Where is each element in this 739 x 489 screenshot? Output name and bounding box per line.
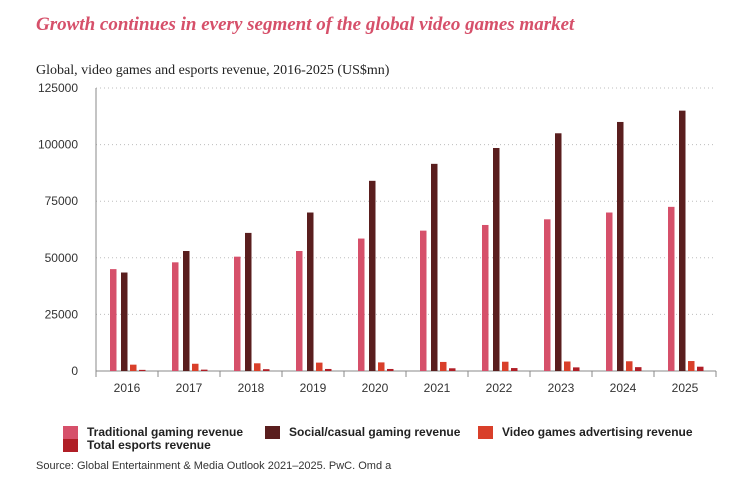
bar-traditional	[482, 224, 489, 371]
bar-social	[121, 272, 128, 371]
y-tick-label: 75000	[45, 194, 79, 208]
bar-traditional	[172, 262, 179, 371]
source-note: Source: Global Entertainment & Media Out…	[36, 460, 392, 472]
x-tick-label: 2024	[610, 381, 637, 395]
bar-esports	[511, 368, 518, 371]
bar-traditional	[234, 256, 241, 371]
chart-subtitle: Global, video games and esports revenue,…	[36, 63, 390, 78]
bar-traditional	[544, 219, 551, 371]
legend-label-esports: Total esports revenue	[87, 438, 211, 452]
bar-traditional	[606, 212, 613, 371]
legend-swatch-traditional	[63, 425, 78, 439]
bar-advertising	[378, 362, 385, 371]
bar-advertising	[502, 361, 509, 371]
y-tick-label: 125000	[38, 81, 78, 95]
bar-advertising	[316, 362, 323, 371]
bar-social	[617, 121, 624, 372]
y-tick-label: 0	[71, 364, 78, 378]
bar-esports	[263, 369, 270, 371]
bar-traditional	[358, 238, 365, 371]
bar-advertising	[440, 361, 447, 371]
legend-item-esports: Total esports revenue	[63, 438, 211, 452]
bar-advertising	[626, 361, 633, 371]
legend-swatch-advertising	[478, 425, 493, 439]
x-tick-label: 2020	[362, 381, 389, 395]
bar-traditional	[420, 230, 427, 371]
bar-esports	[325, 368, 332, 371]
bar-chart: 0 25000 50000 75000 100000 125000 2016 2017 2018…	[38, 81, 717, 395]
bar-social	[245, 232, 252, 371]
bar-traditional	[110, 269, 117, 371]
legend-label-advertising: Video games advertising revenue	[502, 425, 693, 439]
bar-advertising	[688, 361, 695, 371]
bar-social	[555, 133, 562, 371]
legend-swatch-esports	[63, 438, 78, 452]
bar-esports	[449, 368, 456, 371]
bar-social	[493, 147, 500, 371]
bar-traditional	[668, 206, 675, 371]
bar-esports	[573, 367, 580, 371]
bar-social	[431, 163, 438, 371]
legend-label-social: Social/casual gaming revenue	[289, 425, 461, 439]
bar-advertising	[254, 363, 261, 371]
y-tick-label: 100000	[38, 138, 78, 152]
bar-esports	[139, 369, 146, 371]
x-tick-label: 2022	[486, 381, 513, 395]
bar-social	[183, 251, 190, 371]
x-tick-label: 2018	[238, 381, 265, 395]
bar-advertising	[192, 363, 199, 371]
bar-esports	[635, 367, 642, 371]
y-tick-label: 50000	[45, 251, 79, 265]
x-tick-label: 2023	[548, 381, 575, 395]
bar-esports	[201, 369, 208, 371]
x-tick-label: 2025	[672, 381, 699, 395]
legend-item-traditional: Traditional gaming revenue	[63, 425, 243, 439]
bar-advertising	[130, 364, 137, 371]
legend-label-traditional: Traditional gaming revenue	[87, 425, 244, 439]
x-tick-label: 2019	[300, 381, 327, 395]
bar-social	[307, 212, 314, 371]
bar-social	[369, 180, 376, 371]
x-tick-label: 2021	[424, 381, 451, 395]
legend-item-advertising: Video games advertising revenue	[478, 425, 693, 439]
bar-social	[679, 110, 686, 371]
bar-traditional	[296, 251, 303, 371]
legend-item-social: Social/casual gaming revenue	[265, 425, 460, 439]
y-tick-label: 25000	[45, 307, 79, 321]
x-tick-label: 2017	[176, 381, 203, 395]
bar-esports	[697, 366, 704, 371]
bar-esports	[387, 368, 394, 371]
x-tick-label: 2016	[114, 381, 141, 395]
legend-swatch-social	[265, 425, 280, 439]
bar-advertising	[564, 361, 571, 371]
chart-title: Growth continues in every segment of the…	[36, 14, 575, 35]
